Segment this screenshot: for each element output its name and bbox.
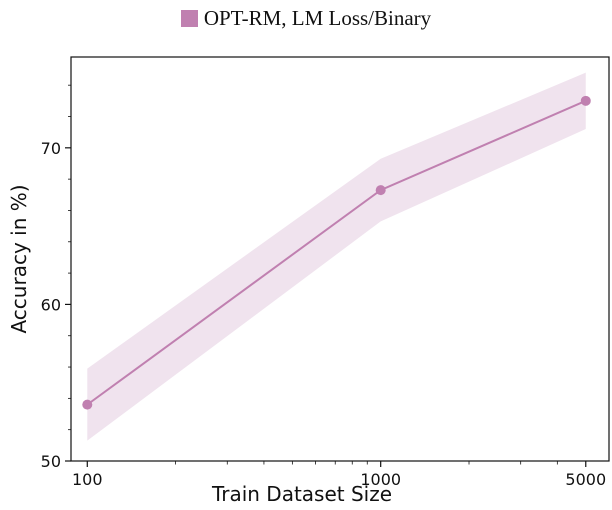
x-tick-label: 5000 (565, 470, 606, 489)
axes-frame (70, 56, 610, 462)
x-tick-label: 1000 (360, 470, 401, 489)
legend: OPT-RM, LM Loss/Binary (0, 6, 612, 31)
data-point (82, 399, 93, 410)
y-tick-label: 70 (41, 139, 61, 158)
plot-area: 50 60 70 100 1000 5000 Train Dataset Size Accur… (7, 56, 610, 506)
x-tick-label: 100 (72, 470, 103, 489)
data-point (580, 95, 591, 106)
x-axis-title: Train Dataset Size (211, 482, 392, 506)
y-tick-label: 50 (41, 452, 61, 471)
legend-swatch (180, 10, 198, 27)
y-tick-label: 60 (41, 295, 61, 314)
confidence-band (87, 72, 586, 441)
data-point (375, 185, 386, 196)
y-axis-title: Accuracy in %) (7, 184, 31, 333)
legend-label: OPT-RM, LM Loss/Binary (203, 6, 432, 30)
